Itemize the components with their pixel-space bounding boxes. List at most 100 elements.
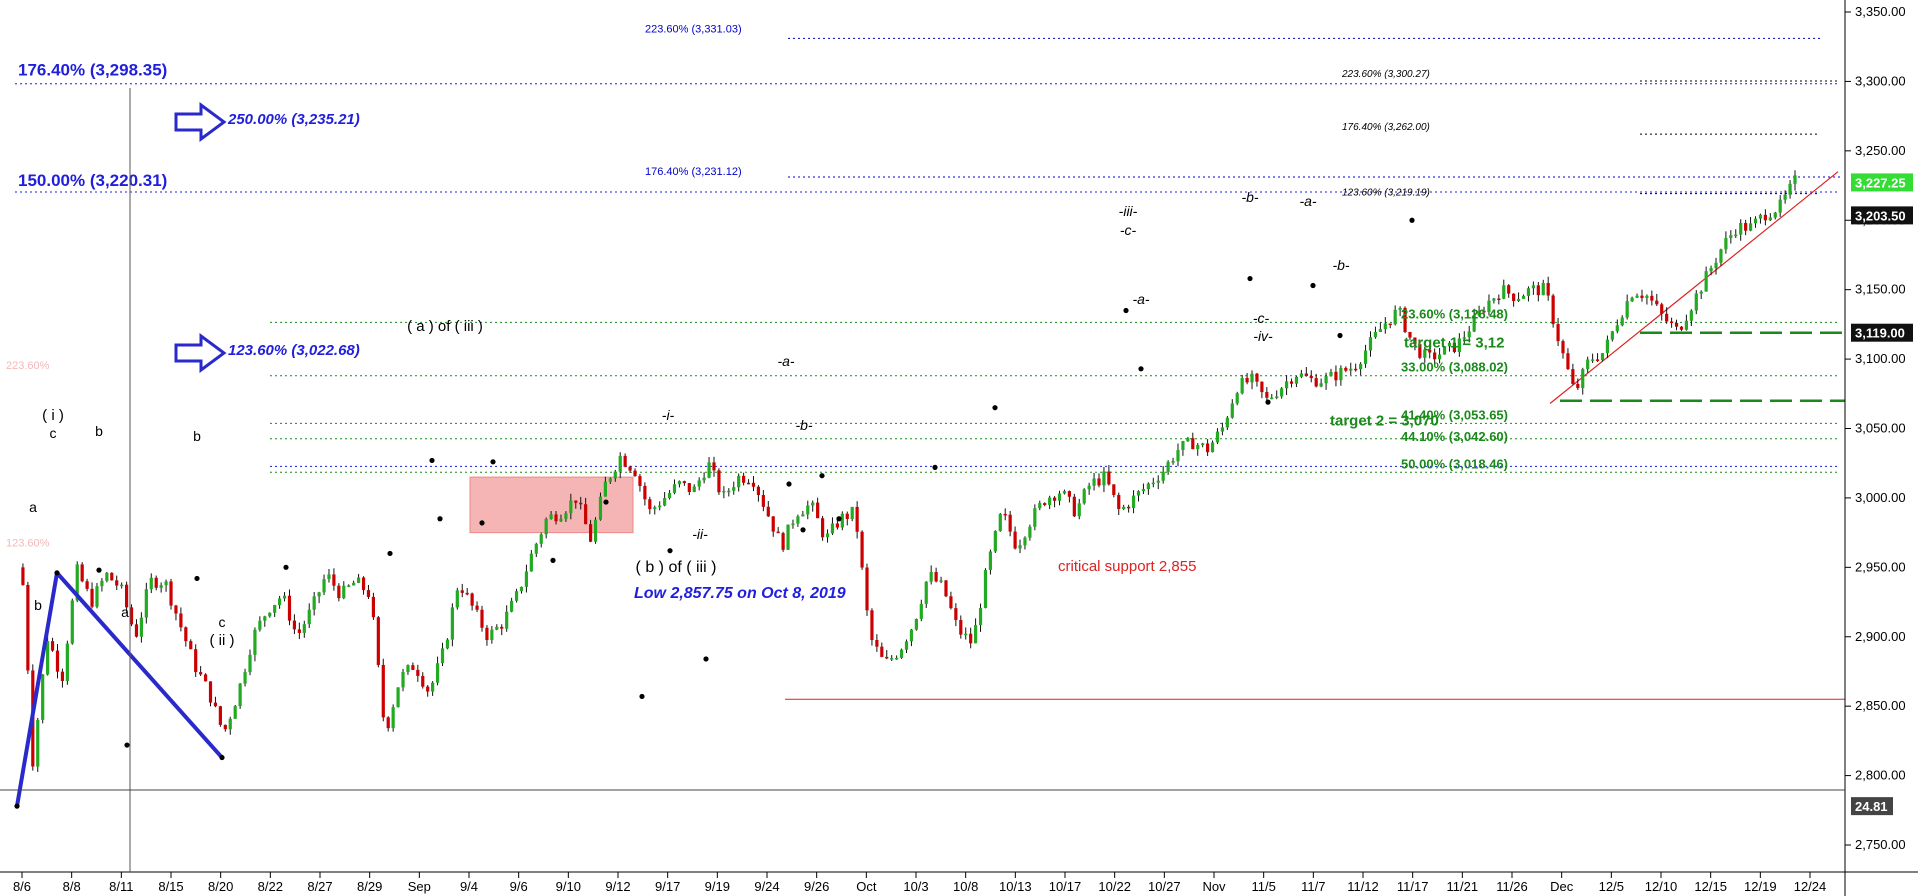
candle-body xyxy=(218,706,222,725)
candle-body xyxy=(1028,526,1032,538)
candle-body xyxy=(707,462,711,478)
candle-body xyxy=(292,620,297,630)
candle-body xyxy=(1758,214,1763,219)
candle-body xyxy=(1112,484,1116,495)
pivot-dot xyxy=(1138,366,1144,372)
candle-body xyxy=(564,513,568,519)
candle-body xyxy=(1576,383,1580,389)
candle-body xyxy=(21,567,25,585)
candle-body xyxy=(1492,298,1496,301)
wave-label: -a- xyxy=(1299,193,1316,209)
candle-body xyxy=(228,718,232,730)
y-tick-label: 2,950.00 xyxy=(1855,559,1906,574)
candle-body xyxy=(312,596,316,610)
retrace-label-33: 33.00% (3,088.02) xyxy=(1401,360,1508,375)
candle-body xyxy=(1052,497,1057,501)
candle-body xyxy=(633,470,637,477)
candle-body xyxy=(366,590,371,597)
x-tick-label: 10/3 xyxy=(903,879,928,894)
x-tick-label: Dec xyxy=(1550,879,1574,894)
candle-body xyxy=(455,590,459,608)
price-badge xyxy=(1851,206,1913,225)
retrace-label-44: 44.10% (3,042.60) xyxy=(1401,429,1508,444)
candle-body xyxy=(613,471,617,479)
candle-body xyxy=(1640,295,1644,299)
candle-body xyxy=(1635,295,1639,298)
candle-body xyxy=(411,665,415,670)
candle-body xyxy=(1665,313,1669,322)
candle-body xyxy=(1284,381,1289,389)
candle-body xyxy=(50,641,55,651)
candle-body xyxy=(307,609,311,625)
candle-body xyxy=(899,649,904,658)
candle-body xyxy=(1699,291,1703,294)
candle-body xyxy=(534,543,538,554)
candle-body xyxy=(1595,359,1600,361)
candle-body xyxy=(820,518,825,538)
candle-body xyxy=(1388,323,1392,326)
pivot-dot xyxy=(490,459,496,465)
candle-body xyxy=(712,462,716,471)
candle-body xyxy=(1744,223,1748,231)
x-tick-label: 9/4 xyxy=(460,879,478,894)
candle-body xyxy=(1610,331,1614,340)
candle-body xyxy=(1260,381,1264,393)
candle-body xyxy=(1472,315,1476,332)
pivot-dot xyxy=(1265,399,1271,405)
candle-body xyxy=(1215,431,1220,443)
candle-body xyxy=(1734,234,1738,237)
candle-body xyxy=(1048,497,1052,505)
candle-body xyxy=(1354,368,1358,371)
y-tick-label: 2,750.00 xyxy=(1855,837,1906,852)
candle-body xyxy=(1793,175,1797,184)
x-tick-label: 11/17 xyxy=(1397,879,1429,894)
candle-body xyxy=(1704,271,1708,292)
x-tick-label: 9/19 xyxy=(705,879,730,894)
candle-body xyxy=(263,616,267,621)
candle-body xyxy=(895,657,899,660)
candle-body xyxy=(806,505,810,515)
candle-body xyxy=(796,516,800,524)
candle-body xyxy=(1398,307,1402,310)
candle-body xyxy=(1620,317,1624,326)
candle-body xyxy=(653,507,657,510)
candle-body xyxy=(337,585,341,599)
candle-body xyxy=(909,629,914,642)
pivot-dot xyxy=(479,520,485,526)
candle-body xyxy=(598,496,603,520)
pivot-dot xyxy=(786,481,792,487)
candle-body xyxy=(233,706,237,719)
candle-body xyxy=(470,593,474,606)
annotation-layer: 176.40% (3,298.35) 150.00% (3,220.31) 250.… xyxy=(6,23,1508,649)
x-tick-label: 12/5 xyxy=(1599,879,1624,894)
candle-body xyxy=(742,475,746,483)
candle-body xyxy=(1087,485,1091,490)
candle-body xyxy=(1008,514,1012,532)
candle-body xyxy=(954,608,958,621)
candle-body xyxy=(1057,493,1062,501)
candle-body xyxy=(969,633,973,644)
candle-body xyxy=(574,500,578,503)
candle-body xyxy=(801,514,805,517)
candle-body xyxy=(1418,344,1422,358)
wave-label: b xyxy=(95,423,103,439)
candle-body xyxy=(870,610,874,640)
target-2-label: target 2 = 3,070 xyxy=(1330,412,1439,429)
candle-body xyxy=(129,607,134,625)
candle-body xyxy=(791,523,795,526)
candle-body xyxy=(1344,367,1348,371)
candle-body xyxy=(115,580,119,586)
candle-body xyxy=(189,641,193,650)
candle-body xyxy=(1778,199,1782,213)
y-tick-label: 3,100.00 xyxy=(1855,351,1906,366)
candle-body xyxy=(1220,427,1225,432)
candle-body xyxy=(904,641,909,650)
pivot-dot xyxy=(96,567,102,573)
candle-body xyxy=(1210,442,1215,453)
candle-body xyxy=(149,577,153,590)
candle-body xyxy=(139,617,144,637)
candle-body xyxy=(1541,282,1545,296)
wave-label: ( a ) of ( iii ) xyxy=(407,318,483,335)
candle-body xyxy=(732,487,736,491)
